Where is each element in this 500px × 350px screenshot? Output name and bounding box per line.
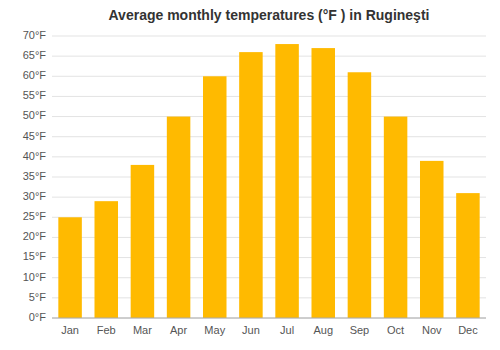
- bar: [456, 193, 480, 318]
- x-tick-label: Feb: [97, 324, 116, 336]
- x-axis: Jan Feb Mar Apr May Jun Jul Aug Sep Oct Nov Dec: [52, 318, 486, 336]
- x-tick-label: Mar: [133, 324, 152, 336]
- y-tick-label: 40°F: [23, 150, 47, 162]
- y-tick-label: 25°F: [23, 210, 47, 222]
- chart-container: Average monthly temperatures (°F ) in Ru…: [0, 0, 500, 350]
- bar: [94, 201, 118, 318]
- y-axis: 0°F 5°F 10°F 15°F 20°F 25°F 30°F 35°F 40°F 45°F 50…: [23, 29, 47, 323]
- x-tick-label: Sep: [350, 324, 370, 336]
- bar: [348, 72, 372, 318]
- x-tick-label: Jun: [242, 324, 260, 336]
- chart: Average monthly temperatures (°F ) in Ru…: [0, 0, 500, 350]
- grid-line: [52, 156, 486, 157]
- bar: [311, 48, 335, 318]
- bar: [239, 52, 263, 318]
- grid: [52, 36, 486, 318]
- x-tick-label: Jul: [280, 324, 294, 336]
- y-tick-label: 10°F: [23, 271, 47, 283]
- title: Average monthly temperatures (°F ) in Ru…: [109, 7, 430, 23]
- bar: [58, 217, 82, 318]
- y-tick-label: 5°F: [29, 291, 47, 303]
- grid-line: [52, 36, 486, 37]
- bar: [420, 161, 444, 318]
- x-tick-label: Dec: [458, 324, 478, 336]
- y-tick-label: 0°F: [29, 311, 47, 323]
- bars: [58, 44, 479, 318]
- y-tick-label: 55°F: [23, 89, 47, 101]
- grid-line: [52, 116, 486, 117]
- y-tick-label: 50°F: [23, 109, 47, 121]
- grid-line: [52, 96, 486, 97]
- bar: [167, 117, 191, 318]
- y-tick-label: 20°F: [23, 230, 47, 242]
- x-tick-label: Jan: [61, 324, 79, 336]
- y-tick-label: 35°F: [23, 170, 47, 182]
- y-tick-label: 15°F: [23, 250, 47, 262]
- bar: [275, 44, 299, 318]
- y-tick-label: 65°F: [23, 49, 47, 61]
- bar: [384, 117, 408, 318]
- bar: [203, 76, 227, 318]
- x-tick-label: Nov: [422, 324, 442, 336]
- x-tick-label: Aug: [313, 324, 333, 336]
- x-tick-label: May: [204, 324, 225, 336]
- bar: [131, 165, 155, 318]
- y-tick-label: 70°F: [23, 29, 47, 41]
- grid-line: [52, 136, 486, 137]
- x-tick-label: Oct: [387, 324, 404, 336]
- x-tick-label: Apr: [170, 324, 187, 336]
- y-tick-label: 30°F: [23, 190, 47, 202]
- y-tick-label: 60°F: [23, 69, 47, 81]
- grid-line: [52, 318, 486, 319]
- grid-line: [52, 76, 486, 77]
- y-tick-label: 45°F: [23, 130, 47, 142]
- x-axis-line: [52, 318, 486, 319]
- grid-line: [52, 56, 486, 57]
